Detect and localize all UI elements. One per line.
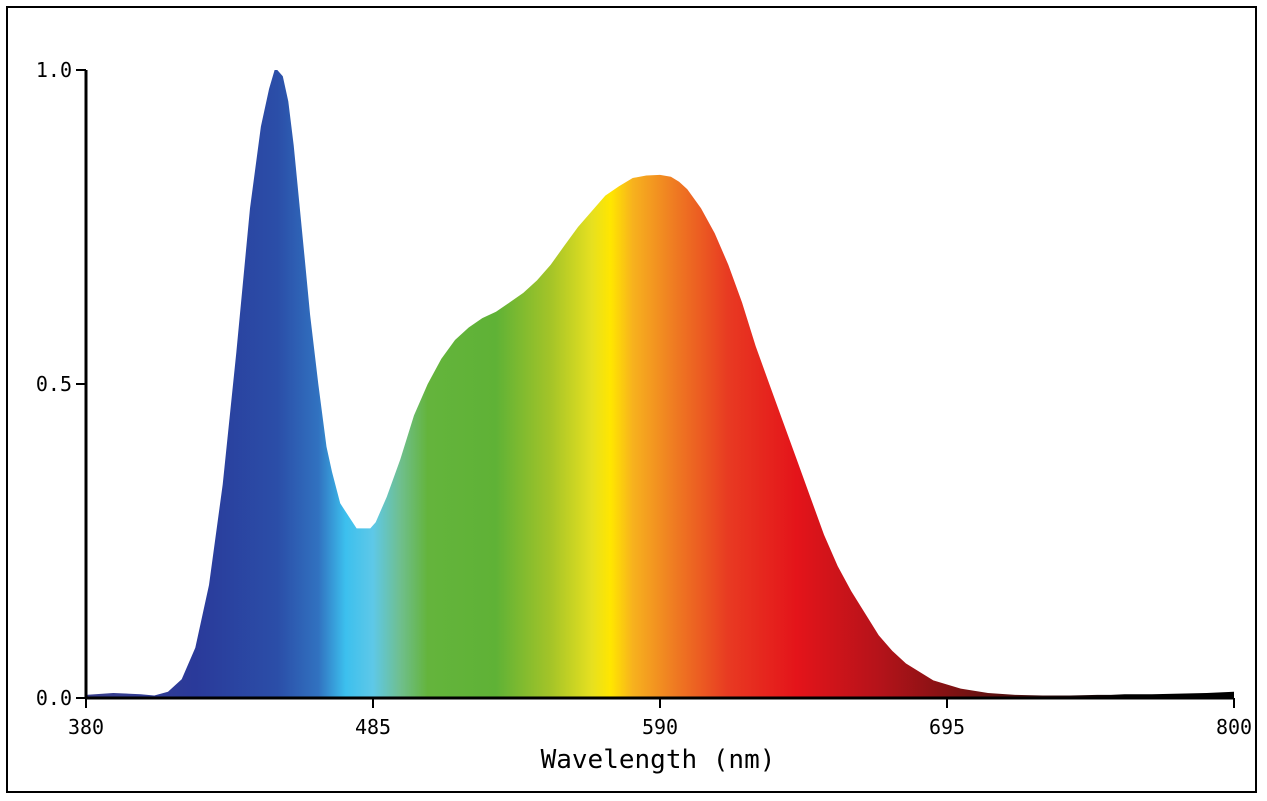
x-tick-label: 590 xyxy=(642,715,678,739)
x-tick-label: 695 xyxy=(929,715,965,739)
x-axis-title: Wavelength (nm) xyxy=(541,745,776,775)
x-tick-label: 485 xyxy=(355,715,391,739)
x-tick-label: 800 xyxy=(1216,715,1252,739)
x-ticks: 380 485 590 695 800 xyxy=(68,698,1252,739)
y-tick-label: 0.0 xyxy=(36,686,72,710)
x-tick-label: 380 xyxy=(68,715,104,739)
spectrum-area xyxy=(86,70,1234,698)
y-tick-label: 1.0 xyxy=(36,58,72,82)
y-tick-label: 0.5 xyxy=(36,372,72,396)
plot-area xyxy=(86,70,1234,698)
y-ticks: 0.0 0.5 1.0 xyxy=(36,58,86,710)
